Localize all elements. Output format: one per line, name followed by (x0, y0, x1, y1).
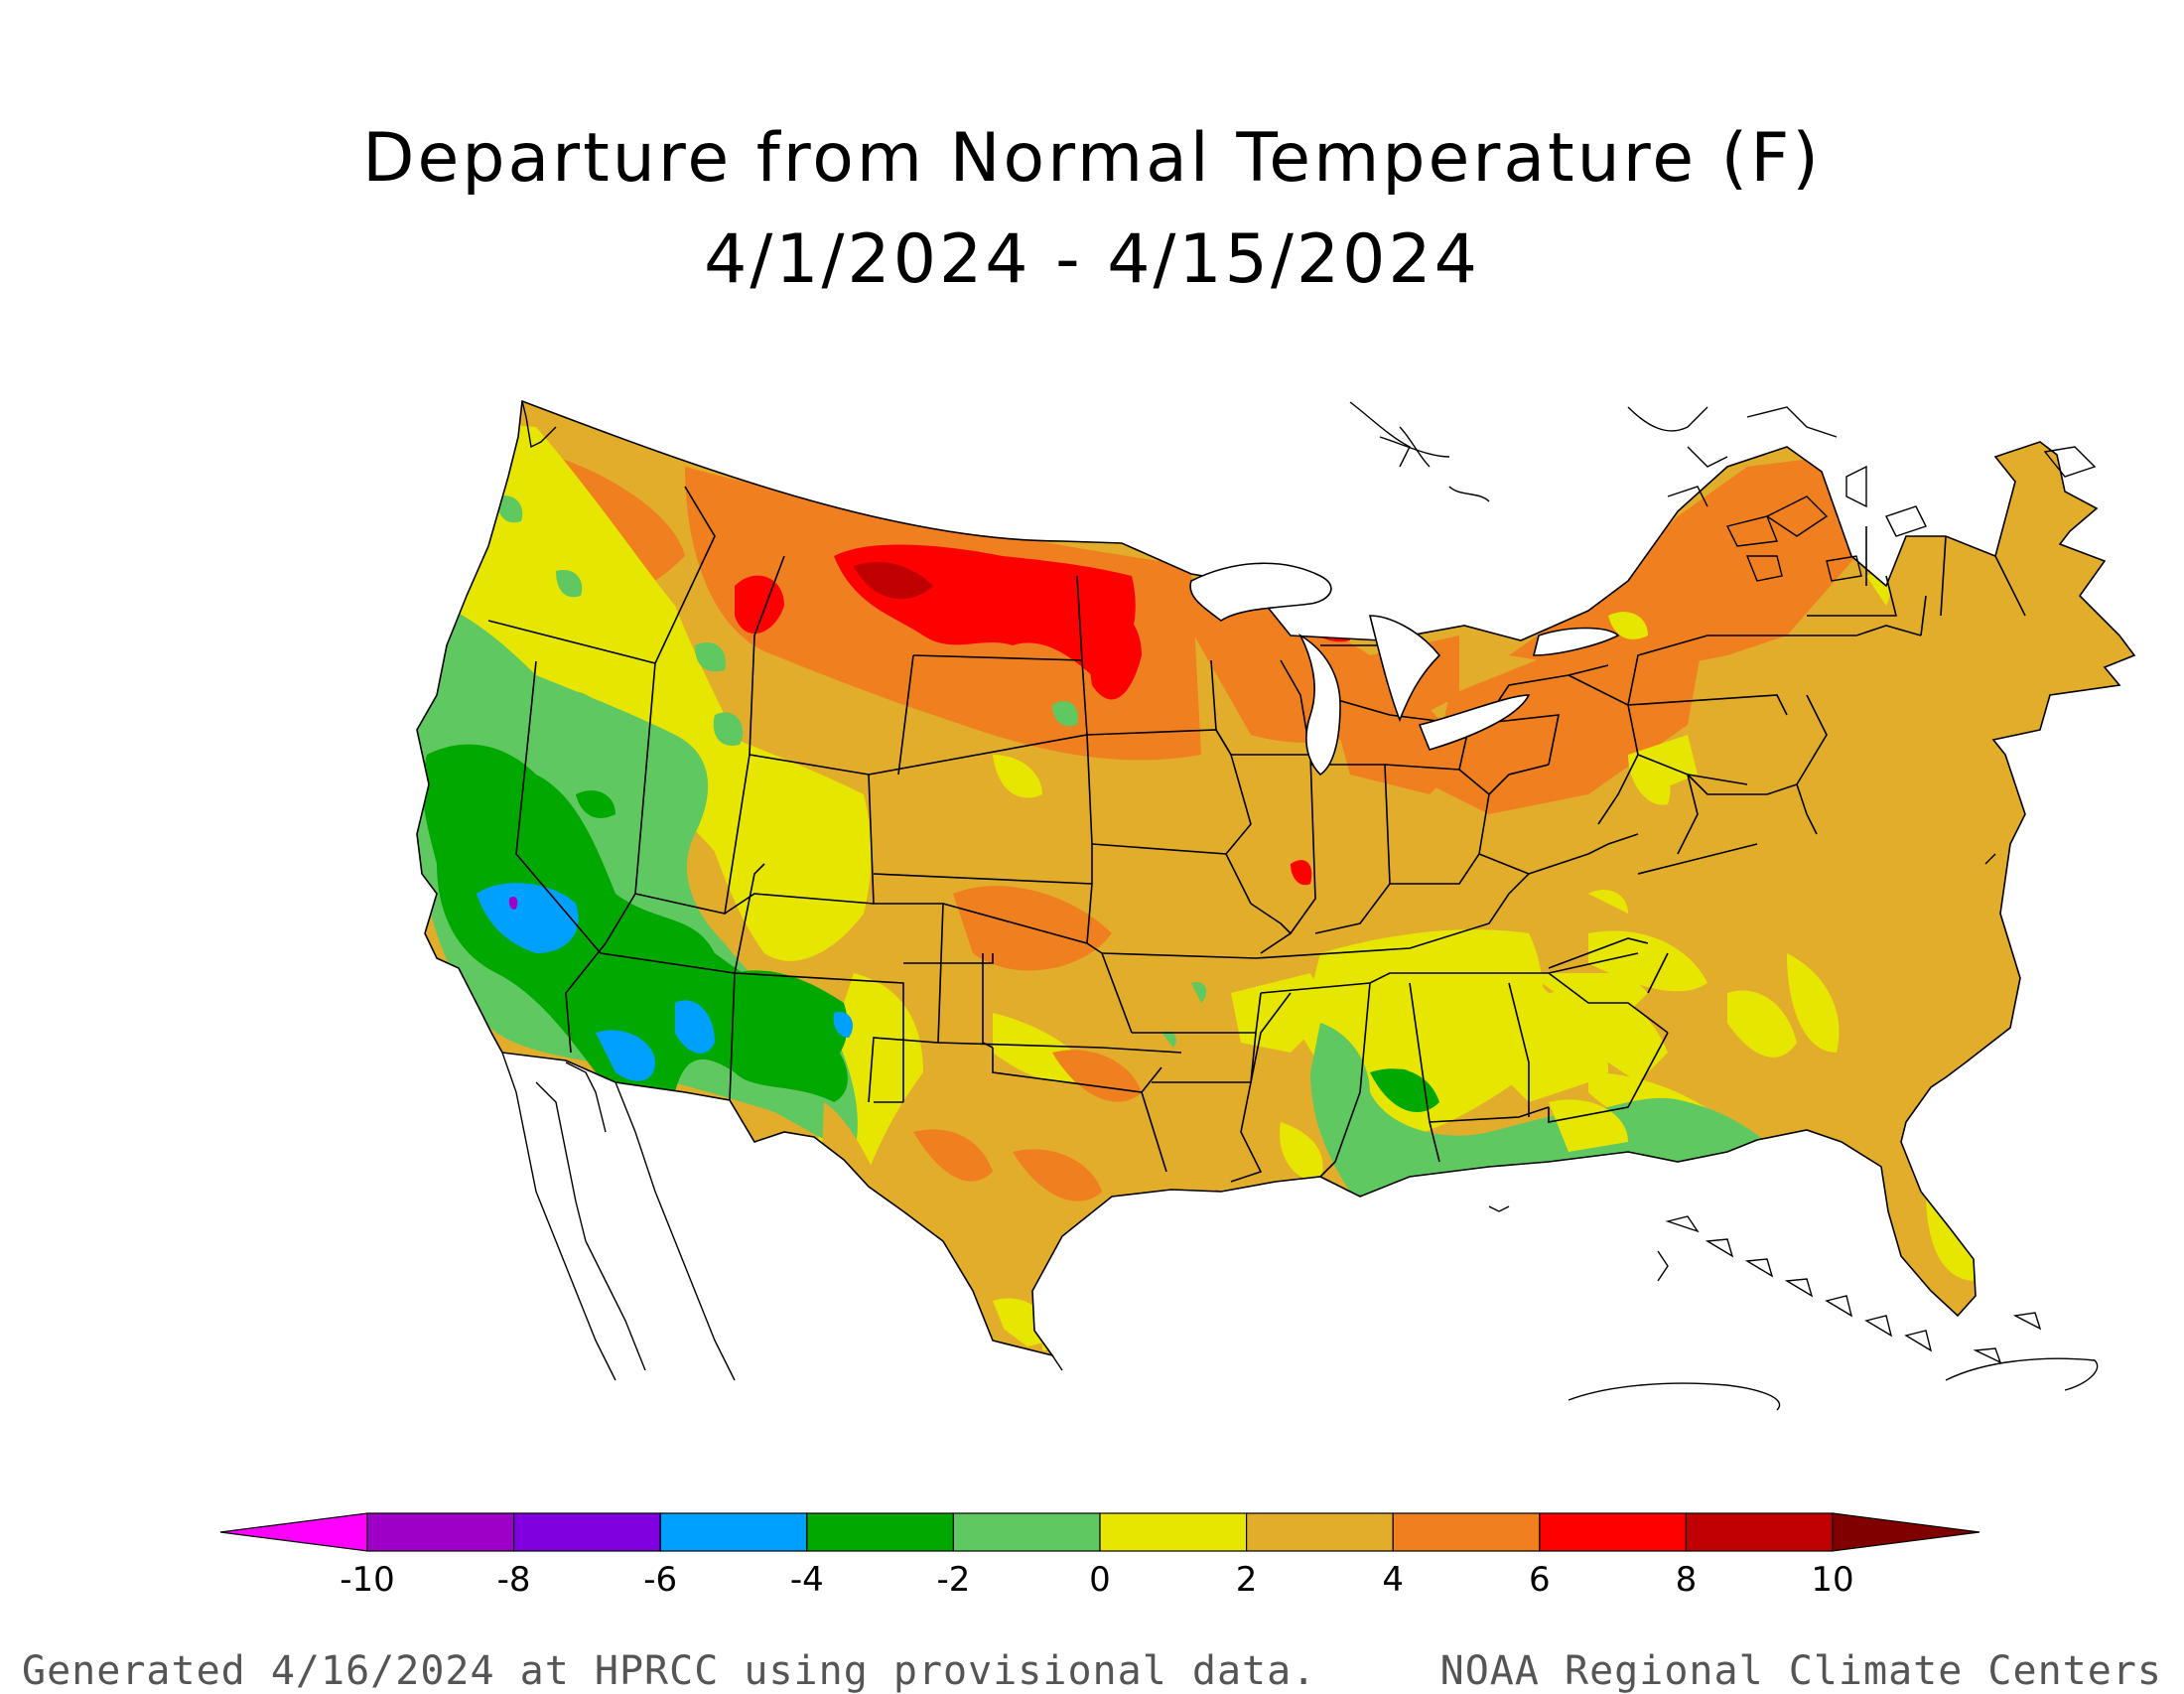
neighbor-coastlines (501, 400, 2099, 1411)
legend-tick-label: 6 (1529, 1560, 1551, 1600)
departure-fill-layer (417, 401, 2134, 1355)
legend-color-box (952, 1512, 1101, 1552)
legend-color-box (512, 1512, 661, 1552)
legend-tick-label: 4 (1382, 1560, 1404, 1600)
great-lakes (1189, 562, 1620, 776)
footer-source: NOAA Regional Climate Centers (1439, 1648, 2162, 1694)
legend-tick-label: 2 (1236, 1560, 1258, 1600)
map-date-range: 4/1/2024 - 4/15/2024 (704, 220, 1480, 299)
legend-tick-label: -8 (497, 1560, 531, 1600)
color-legend: -10 -8 -6 -4 -2 0 2 4 6 8 10 (219, 1512, 1980, 1600)
legend-arrow-high (1832, 1512, 1980, 1552)
legend-color-box (1245, 1512, 1394, 1552)
footer-generated-note: Generated 4/16/2024 at HPRCC using provi… (22, 1648, 1317, 1694)
legend-color-box (1099, 1512, 1248, 1552)
legend-color-box (1392, 1512, 1541, 1552)
legend-color-box (366, 1512, 515, 1552)
legend-color-box (1539, 1512, 1688, 1552)
legend-tick-label: -6 (643, 1560, 677, 1600)
legend-color-box (1685, 1512, 1834, 1552)
legend-color-box (806, 1512, 954, 1552)
state-borders (416, 399, 2136, 1357)
legend-arrow-low (219, 1512, 368, 1552)
legend-tick-label: -10 (340, 1560, 395, 1600)
legend-tick-label: 10 (1811, 1560, 1853, 1600)
legend-tick-label: -4 (790, 1560, 824, 1600)
legend-tick-label: -2 (936, 1560, 970, 1600)
map-title: Departure from Normal Temperature (F) (362, 119, 1822, 198)
legend-tick-label: 8 (1676, 1560, 1698, 1600)
legend-color-box (659, 1512, 808, 1552)
legend-tick-label: 0 (1089, 1560, 1111, 1600)
